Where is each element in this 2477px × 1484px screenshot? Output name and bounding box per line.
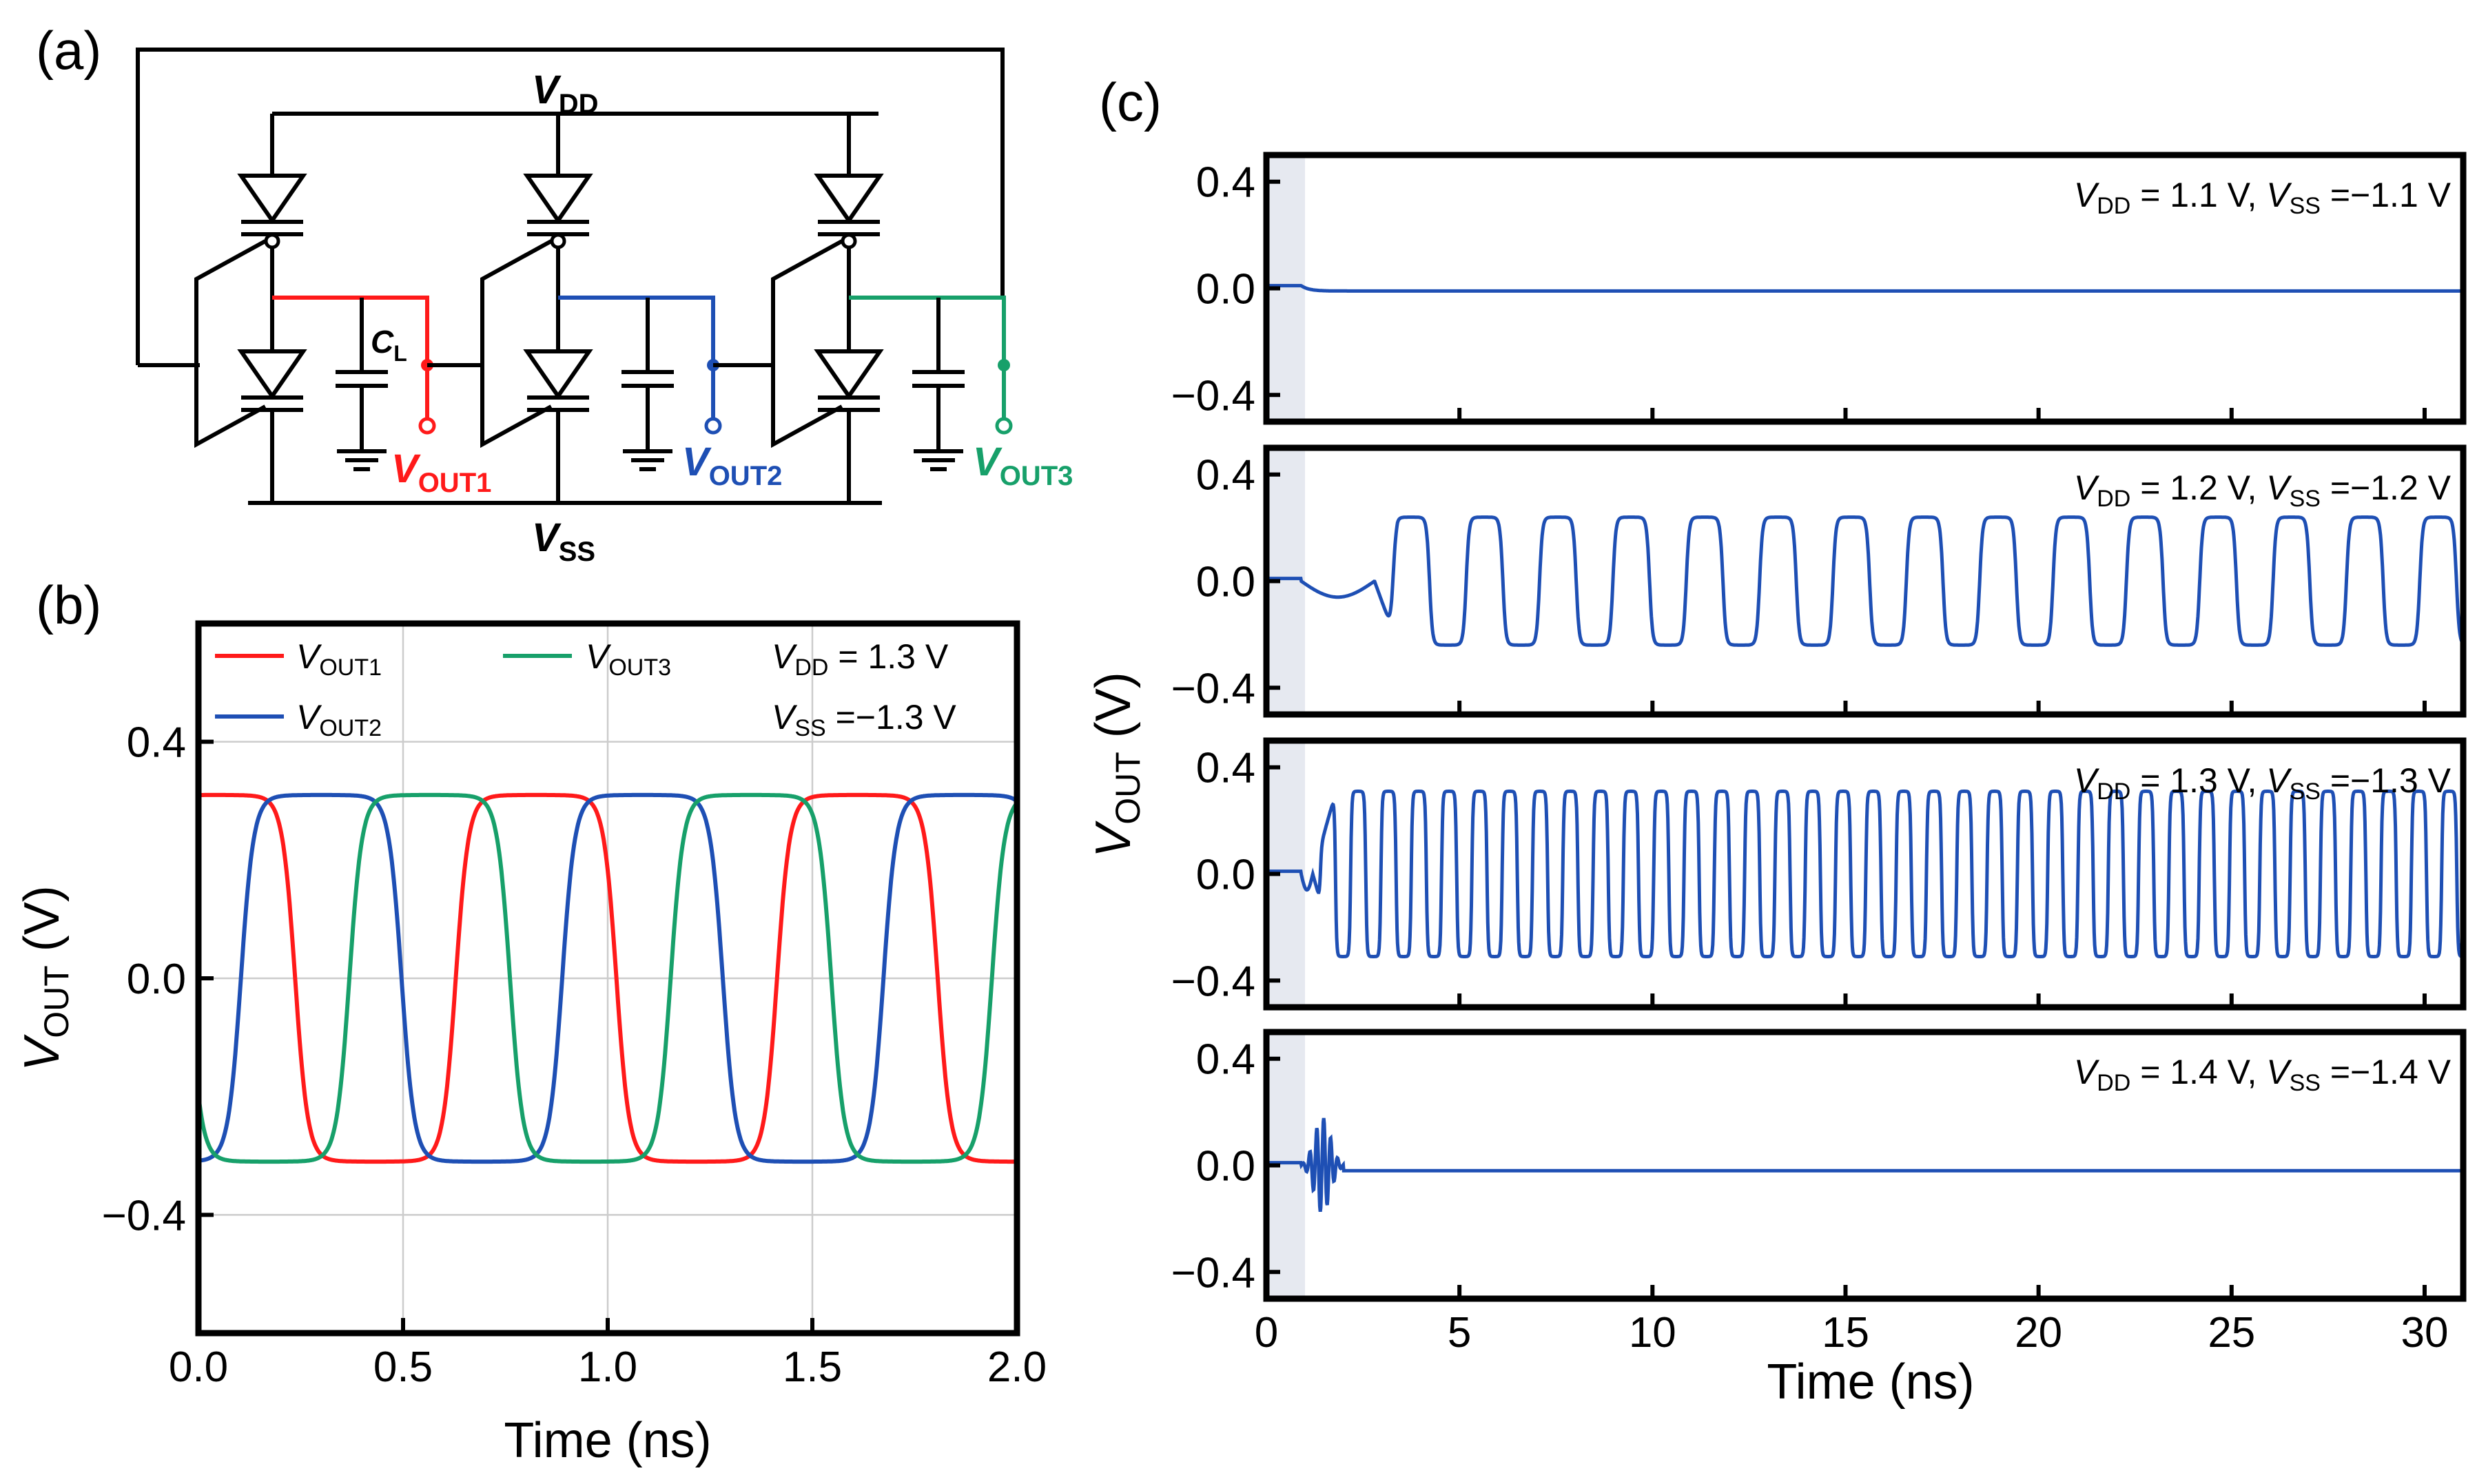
legend-item-vout3: VOUT3	[503, 637, 671, 681]
y-tick-label: 0.0	[1196, 266, 1255, 313]
y-tick-label: −0.4	[1171, 372, 1255, 420]
y-tick-label: 0.0	[1196, 559, 1255, 606]
inverter-stage-2	[480, 114, 773, 503]
panel-b-ticks: 0.0 0.5 1.0 1.5 2.0 0.4 0.0 −0.4	[102, 719, 1047, 1391]
subplot-annotation: VDD = 1.4 V, VSS =−1.4 V	[2074, 1053, 2452, 1096]
legend-item-vout2: VOUT2	[215, 698, 382, 741]
panel-b-grid	[198, 624, 1017, 1333]
gate-wire	[771, 239, 843, 449]
panel-b-vss-annotation: VSS =−1.3 V	[772, 698, 956, 741]
p-device-triangle	[237, 174, 307, 225]
subplot-1: 0.4 0.0 −0.4 VDD = 1.1 V, VSS =−1.1 V	[1171, 152, 2467, 425]
vout3-label: VOUT3	[973, 440, 1073, 491]
inverter-stages	[194, 114, 1013, 503]
y-tick-label: 0.4	[127, 719, 186, 767]
panel-b-vdd-annotation: VDD = 1.3 V	[772, 637, 949, 681]
panel-b-series	[196, 792, 1019, 1164]
vout1-label: VOUT1	[391, 446, 491, 498]
panel-b-xlabel: Time (ns)	[504, 1413, 711, 1468]
panel-b-legend: VOUT1 VOUT2 VOUT3	[215, 637, 671, 741]
panel-c-subplots: 0.4 0.0 −0.4 VDD = 1.1 V, VSS =−1.1 V 0.4 0.0…	[1171, 152, 2467, 1302]
output-terminal-2	[704, 417, 722, 435]
cl-label: CL	[371, 324, 407, 366]
x-tick-label: 25	[2208, 1309, 2255, 1357]
signal-line	[1266, 284, 2463, 293]
gate-wire	[480, 239, 553, 449]
series-line-out1	[198, 792, 1017, 1164]
output-terminal-1	[418, 417, 436, 435]
vdd-label: VDD	[532, 68, 598, 119]
subplot-annotation: VDD = 1.3 V, VSS =−1.3 V	[2074, 761, 2452, 805]
legend-label-vout3: VOUT3	[586, 637, 671, 681]
signal-line	[1266, 1117, 2463, 1212]
feedback-loop-wire	[136, 48, 1005, 365]
panel-b-label: (b)	[36, 575, 101, 635]
x-tick-label: 2.0	[987, 1343, 1047, 1391]
vout2-label: VOUT2	[682, 440, 782, 491]
x-tick-label: 0.5	[373, 1343, 433, 1391]
signal-line	[1266, 790, 2463, 958]
y-tick-label: 0.4	[1196, 745, 1255, 792]
y-tick-label: 0.0	[1196, 1143, 1255, 1191]
x-tick-label: 1.0	[578, 1343, 637, 1391]
output-terminal-3	[995, 417, 1013, 435]
y-tick-label: −0.4	[102, 1192, 186, 1239]
x-tick-label: 15	[1822, 1309, 1869, 1357]
output-node-dot-3	[998, 359, 1010, 371]
n-device-triangle	[523, 349, 593, 400]
y-tick-label: 0.4	[1196, 1036, 1255, 1084]
x-tick-label: 10	[1629, 1309, 1676, 1357]
y-tick-label: −0.4	[1171, 1249, 1255, 1297]
output-node-wire-3	[849, 296, 1006, 419]
panel-a-label: (a)	[36, 20, 101, 81]
x-tick-label: 0	[1255, 1309, 1278, 1357]
panel-b-chart: (b) 0.0 0.5 1.0 1.5 2.00.40.0−0.4 Time (ns) …	[14, 575, 1047, 1468]
n-device-triangle	[814, 349, 884, 400]
series-line-out3	[196, 792, 1019, 1164]
y-tick-label: −0.4	[1171, 665, 1255, 712]
y-tick-label: 0.0	[1196, 852, 1255, 899]
subplot-annotation: VDD = 1.2 V, VSS =−1.2 V	[2074, 468, 2452, 512]
subplot-4: 0.4 0.0 −0.4 VDD = 1.4 V, VSS =−1.4 V	[1171, 1029, 2467, 1302]
output-node-wire-1	[272, 296, 429, 419]
p-gate-bubble	[264, 233, 280, 249]
y-tick-label: −0.4	[1171, 958, 1255, 1005]
panel-c-xticks: 0 5 10 15 20 25 30	[1255, 1309, 2449, 1357]
subplot-annotation: VDD = 1.1 V, VSS =−1.1 V	[2074, 176, 2452, 219]
series-line-out2	[198, 792, 1018, 1164]
panel-c-xlabel: Time (ns)	[1767, 1354, 1974, 1410]
y-tick-label: 0.4	[1196, 452, 1255, 499]
gate-wire	[194, 239, 267, 449]
x-tick-label: 5	[1448, 1309, 1471, 1357]
inverter-stage-3	[771, 114, 1013, 503]
p-device-triangle	[523, 174, 593, 225]
panel-c-label: (c)	[1099, 72, 1162, 132]
x-tick-label: 0.0	[169, 1343, 228, 1391]
panel-c-ylabel: VOUT (V)	[1086, 672, 1147, 858]
p-gate-bubble	[841, 233, 857, 249]
subplot-3: 0.4 0.0 −0.4 VDD = 1.3 V, VSS =−1.3 V	[1171, 737, 2467, 1011]
panel-b-ylabel: VOUT (V)	[14, 885, 76, 1071]
subplot-2: 0.4 0.0 −0.4 VDD = 1.2 V, VSS =−1.2 V	[1171, 444, 2467, 718]
output-node-wire-2	[558, 296, 715, 419]
x-tick-label: 1.5	[783, 1343, 842, 1391]
x-tick-label: 20	[2015, 1309, 2062, 1357]
signal-line	[1266, 515, 2465, 647]
y-tick-label: 0.0	[127, 956, 186, 1003]
vss-label: VSS	[532, 515, 595, 567]
p-device-triangle	[814, 174, 884, 225]
y-tick-label: 0.4	[1196, 159, 1255, 207]
legend-label-vout2: VOUT2	[296, 698, 382, 741]
x-tick-label: 30	[2401, 1309, 2448, 1357]
inverter-stage-1	[194, 114, 482, 503]
legend-item-vout1: VOUT1	[215, 637, 382, 681]
p-gate-bubble	[550, 233, 566, 249]
panel-a-circuit: (a) VDD VSS CL VOUT1 VOUT2 VOUT3	[36, 20, 1073, 567]
n-device-triangle	[237, 349, 307, 400]
legend-label-vout1: VOUT1	[296, 637, 382, 681]
